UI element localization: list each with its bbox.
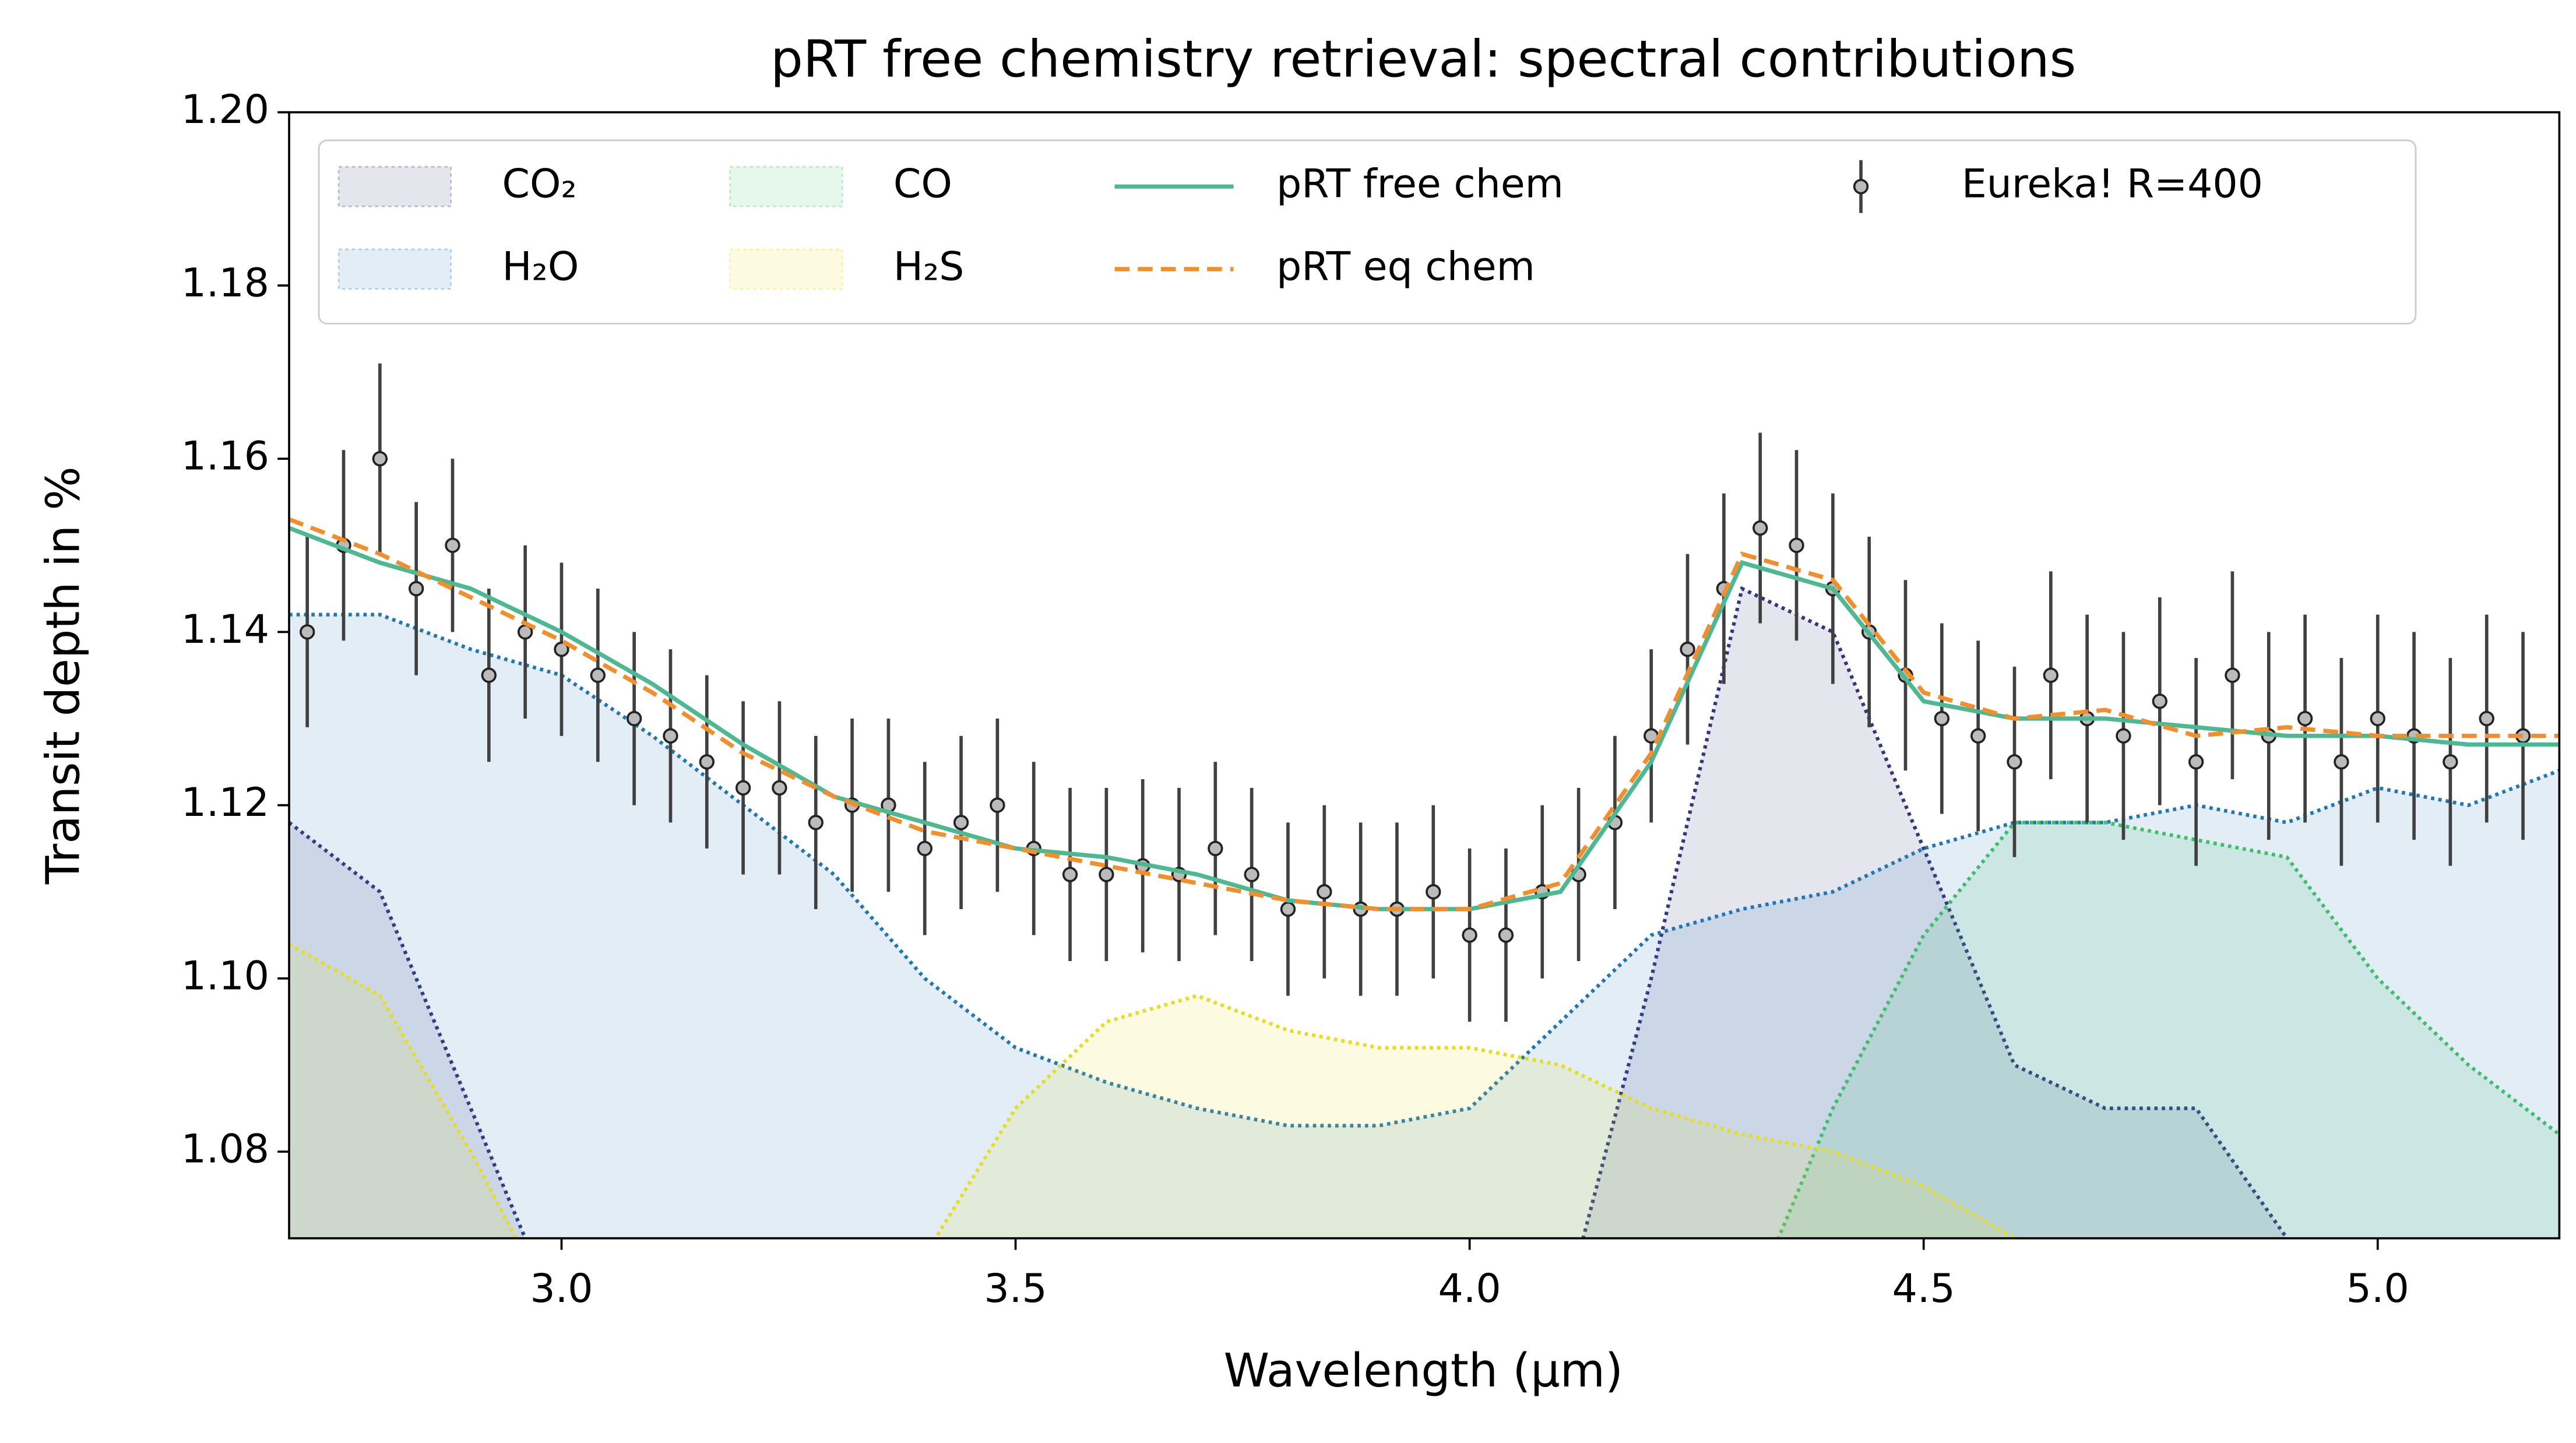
legend-label: pRT eq chem [1276,244,1535,290]
data-point [1789,537,1804,553]
data-point [1426,884,1441,900]
data-point [590,667,606,683]
legend-label: CO₂ [502,161,577,207]
data-point [409,580,424,597]
data-point [2297,710,2313,727]
data-point [1752,520,1768,536]
data-point [990,797,1005,813]
data-point [626,710,642,727]
legend-label: H₂O [502,244,579,290]
data-point [2370,710,2385,727]
data-point [2479,710,2494,727]
contribution-area [289,614,2560,1238]
data-point [2043,667,2058,683]
y-tick-label: 1.20 [181,87,269,133]
legend-swatch [337,248,452,290]
legend-swatch [337,166,452,207]
x-tick-label: 3.0 [530,1266,593,1312]
legend-swatch [729,166,843,207]
x-tick-label: 4.0 [1438,1266,1501,1312]
data-point [2225,667,2240,683]
data-point [1498,927,1514,943]
legend-label: CO [893,161,952,207]
contribution-area [289,589,2287,1238]
y-tick-label: 1.14 [181,607,269,653]
data-point [481,667,497,683]
legend-label: H₂S [893,244,965,290]
data-point [1062,867,1078,882]
data-point [554,641,569,657]
y-axis-label: Transit depth in % [36,466,90,885]
data-point [2443,754,2458,770]
data-point [372,451,388,467]
data-point [808,815,824,830]
x-tick-label: 3.5 [984,1266,1047,1312]
contribution-area [289,944,2015,1238]
y-tick-label: 1.10 [181,953,269,999]
x-tick-label: 5.0 [2346,1266,2409,1312]
x-axis-label: Wavelength (µm) [1224,1343,1623,1398]
data-point [772,780,787,796]
data-point [1244,867,1259,882]
plot-frame [288,111,2561,1240]
data-point [2007,754,2022,770]
data-point [1462,927,1477,943]
data-point [1680,641,1695,657]
legend-marker [1853,178,1869,195]
data-point [1934,710,1950,727]
data-point [663,728,678,744]
data-point [300,624,315,640]
data-point [2334,754,2349,770]
y-tick-label: 1.12 [181,780,269,826]
data-point [1317,884,1332,900]
data-point [445,537,460,553]
data-point [699,754,715,770]
data-point [1208,840,1223,857]
legend-box [318,139,2417,325]
legend-label: pRT free chem [1276,161,1564,207]
contribution-line [289,942,2018,1238]
legend-label: Eureka! R=400 [1962,161,2263,207]
legend-swatch [729,248,843,290]
data-point [1099,867,1114,882]
legend: CO₂ H₂O CO H₂S pRT free chem pRT eq chem Eurek… [318,139,2417,325]
y-tick-label: 1.16 [181,434,269,480]
data-point [2188,754,2204,770]
axes: 3.0 3.5 4.0 4.5 5.0 1.08 1.10 1.12 1.14 1.16 1.18 1… [181,87,2409,1312]
contribution-line [289,613,2560,1128]
data-point [953,815,969,830]
contribution-area [1778,822,2560,1238]
data-point [2152,694,2167,709]
plot-area [289,363,2560,1238]
data-point [2116,728,2131,744]
data-point [1970,728,1986,744]
y-tick-label: 1.08 [181,1127,269,1173]
model-line [289,517,2560,911]
data-point [735,780,751,796]
chart-title: pRT free chemistry retrieval: spectral c… [770,29,2076,89]
x-tick-label: 4.5 [1892,1266,1955,1312]
data-point [1280,901,1296,917]
data-point [917,840,932,857]
y-tick-label: 1.18 [181,260,269,306]
